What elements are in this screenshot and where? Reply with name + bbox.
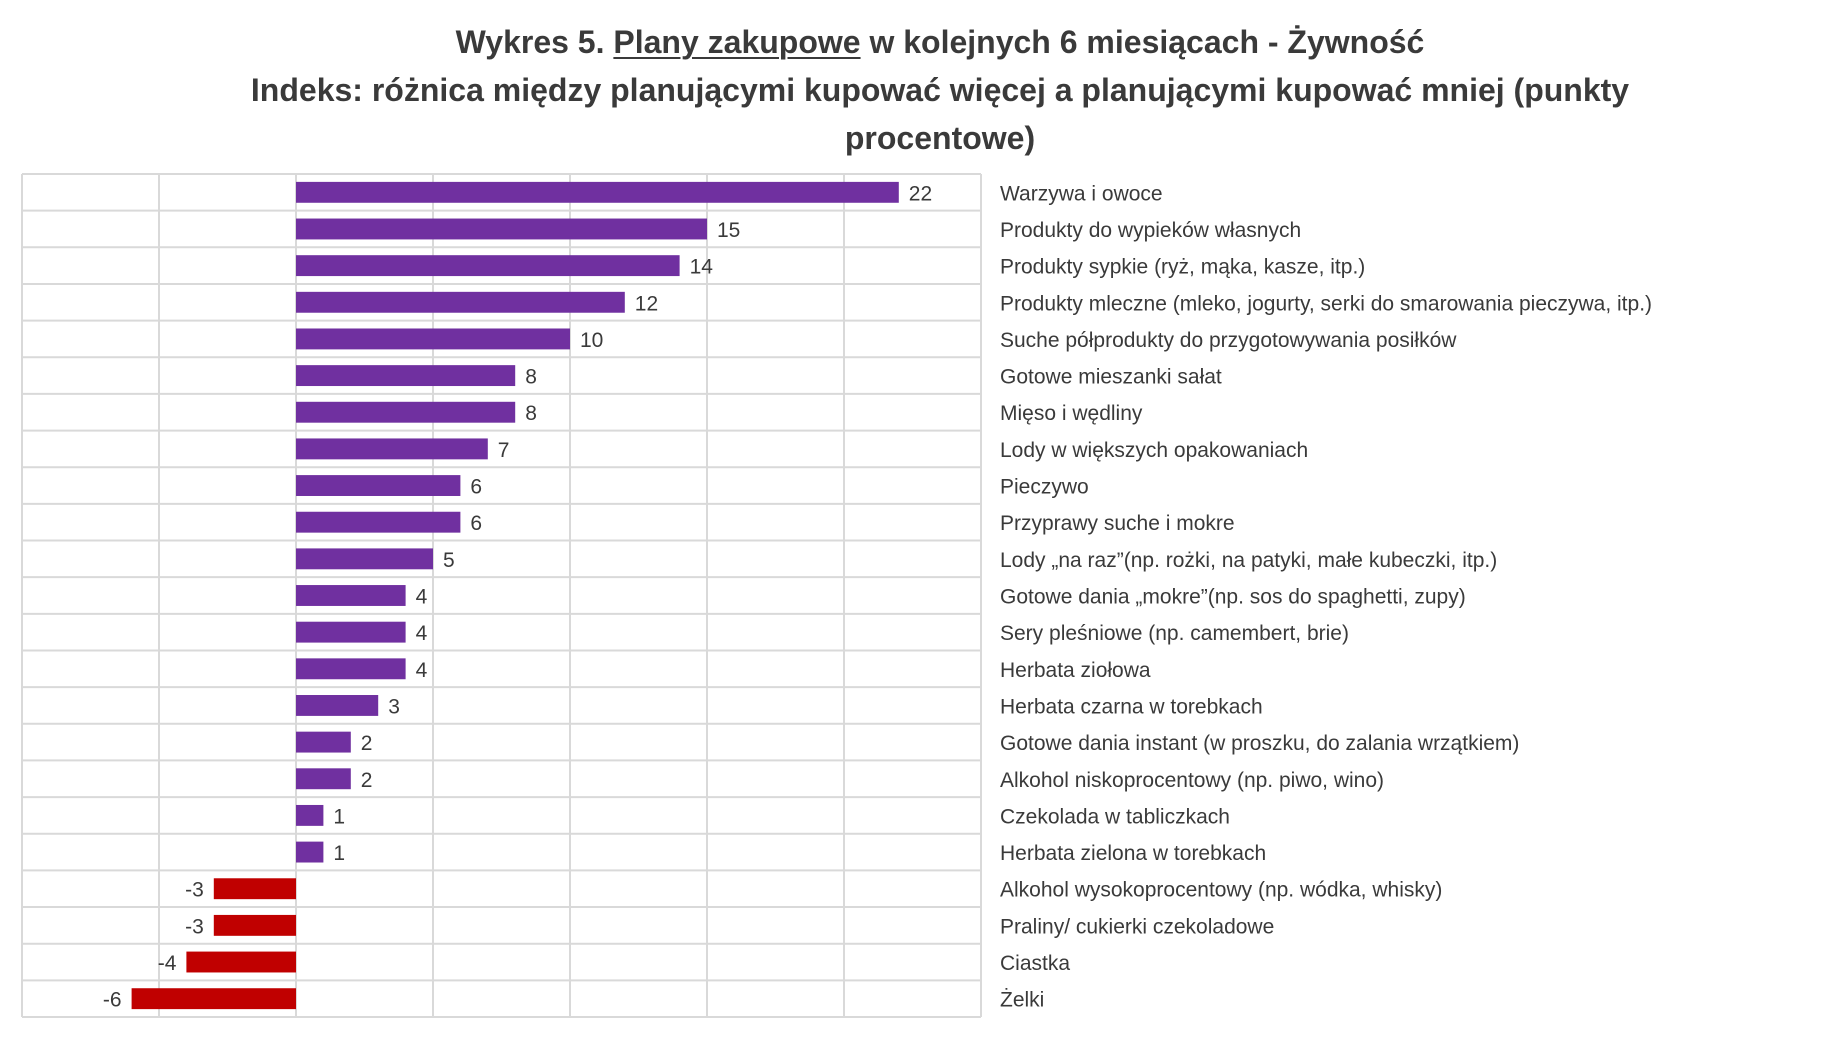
bar — [296, 328, 570, 350]
bar — [213, 878, 296, 900]
data-label: 1 — [333, 842, 345, 865]
data-label: 6 — [470, 512, 482, 535]
bar — [296, 438, 488, 460]
data-label: 3 — [388, 695, 400, 718]
data-label: 12 — [635, 292, 658, 315]
category-label: Gotowe dania instant (w proszku, do zala… — [1000, 732, 1519, 755]
data-label: 4 — [416, 622, 428, 645]
data-label: 8 — [525, 402, 537, 425]
bar — [296, 768, 351, 790]
data-label: 14 — [690, 256, 714, 279]
category-label: Alkohol wysokoprocentowy (np. wódka, whi… — [1000, 879, 1442, 902]
category-label: Czekolada w tabliczkach — [1000, 805, 1230, 828]
category-label: Przyprawy suche i mokre — [1000, 512, 1235, 535]
data-label: 1 — [333, 805, 345, 828]
bar — [296, 621, 406, 643]
category-label: Gotowe mieszanki sałat — [1000, 366, 1222, 389]
category-label: Warzywa i owoce — [1000, 182, 1163, 205]
category-label: Lody „na raz”(np. rożki, na patyki, małe… — [1000, 549, 1497, 572]
bar — [296, 291, 625, 313]
data-label: 6 — [470, 476, 482, 499]
title-suffix: w kolejnych 6 miesiącach - Żywność — [860, 24, 1425, 60]
data-label: 2 — [361, 732, 373, 755]
data-label: 4 — [416, 586, 428, 609]
bar — [296, 695, 379, 716]
bar — [296, 585, 406, 606]
bar — [296, 401, 516, 423]
category-label: Lody w większych opakowaniach — [1000, 439, 1308, 462]
bar — [131, 988, 296, 1010]
category-label: Produkty sypkie (ryż, mąka, kasze, itp.) — [1000, 256, 1365, 279]
bar — [296, 548, 433, 570]
bar — [296, 181, 899, 203]
bar — [296, 475, 461, 496]
bar — [296, 804, 324, 826]
data-label: 7 — [498, 439, 510, 462]
bar — [296, 218, 707, 240]
category-label: Herbata zielona w torebkach — [1000, 842, 1266, 865]
category-label: Suche półprodukty do przygotowywania pos… — [1000, 329, 1457, 352]
title-underlined: Plany zakupowe — [613, 24, 861, 60]
category-label: Alkohol niskoprocentowy (np. piwo, wino) — [1000, 769, 1384, 792]
category-labels: Warzywa i owoce Produkty do wypieków włas… — [1000, 182, 1652, 1011]
bars — [131, 181, 899, 1010]
bar — [296, 365, 516, 387]
title-prefix: Wykres 5. — [455, 24, 614, 60]
category-label: Herbata ziołowa — [1000, 659, 1151, 682]
category-label: Pieczywo — [1000, 476, 1089, 499]
data-label: 22 — [909, 182, 932, 205]
bar — [296, 658, 406, 680]
category-label: Ciastka — [1000, 952, 1070, 975]
bar — [296, 511, 461, 533]
chart-title-line-1: Wykres 5. Plany zakupowe w kolejnych 6 m… — [0, 18, 1847, 66]
chart-subtitle-line-2: procentowe) — [844, 120, 1036, 156]
data-label: 15 — [717, 219, 740, 242]
category-label: Produkty mleczne (mleko, jogurty, serki … — [1000, 292, 1652, 315]
bar — [186, 951, 296, 973]
data-label: -3 — [185, 915, 204, 938]
bar — [296, 255, 680, 277]
bar — [296, 841, 324, 863]
data-label: 5 — [443, 549, 455, 572]
data-label: 2 — [361, 769, 373, 792]
category-label: Gotowe dania „mokre”(np. sos do spaghett… — [1000, 586, 1466, 609]
category-label: Herbata czarna w torebkach — [1000, 695, 1263, 718]
data-label: -4 — [158, 952, 177, 975]
data-label: 4 — [416, 659, 428, 682]
category-label: Sery pleśniowe (np. camembert, brie) — [1000, 622, 1349, 645]
category-label: Praliny/ cukierki czekoladowe — [1000, 915, 1274, 938]
category-label: Produkty do wypieków własnych — [1000, 219, 1301, 242]
bar — [213, 914, 296, 936]
chart-subtitle-line-1: Indeks: różnica między planującymi kupow… — [250, 72, 1630, 108]
data-label: 10 — [580, 329, 603, 352]
category-label: Mięso i wędliny — [1000, 402, 1143, 425]
category-label: Żelki — [1000, 989, 1044, 1012]
bar — [296, 731, 351, 753]
data-label: -3 — [185, 879, 204, 902]
data-label: 8 — [525, 366, 537, 389]
data-label: -6 — [103, 989, 122, 1012]
